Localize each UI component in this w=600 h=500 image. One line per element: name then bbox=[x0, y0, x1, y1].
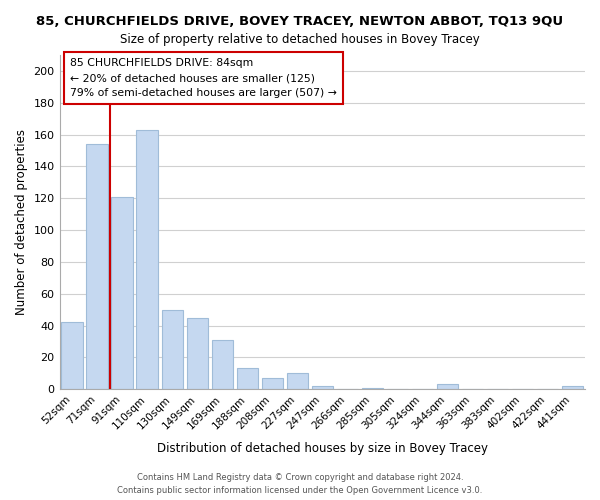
X-axis label: Distribution of detached houses by size in Bovey Tracey: Distribution of detached houses by size … bbox=[157, 442, 488, 455]
Bar bbox=[311, 386, 333, 389]
Bar bbox=[562, 386, 583, 389]
Bar bbox=[212, 340, 233, 389]
Text: 85 CHURCHFIELDS DRIVE: 84sqm
← 20% of detached houses are smaller (125)
79% of s: 85 CHURCHFIELDS DRIVE: 84sqm ← 20% of de… bbox=[70, 58, 337, 98]
Bar bbox=[437, 384, 458, 389]
Text: 85, CHURCHFIELDS DRIVE, BOVEY TRACEY, NEWTON ABBOT, TQ13 9QU: 85, CHURCHFIELDS DRIVE, BOVEY TRACEY, NE… bbox=[37, 15, 563, 28]
Bar bbox=[112, 196, 133, 389]
Bar bbox=[136, 130, 158, 389]
Bar bbox=[86, 144, 108, 389]
Bar bbox=[236, 368, 258, 389]
Text: Contains HM Land Registry data © Crown copyright and database right 2024.
Contai: Contains HM Land Registry data © Crown c… bbox=[118, 474, 482, 495]
Text: Size of property relative to detached houses in Bovey Tracey: Size of property relative to detached ho… bbox=[120, 32, 480, 46]
Bar bbox=[61, 322, 83, 389]
Bar bbox=[262, 378, 283, 389]
Y-axis label: Number of detached properties: Number of detached properties bbox=[15, 129, 28, 315]
Bar bbox=[287, 374, 308, 389]
Bar bbox=[362, 388, 383, 389]
Bar bbox=[161, 310, 183, 389]
Bar bbox=[187, 318, 208, 389]
